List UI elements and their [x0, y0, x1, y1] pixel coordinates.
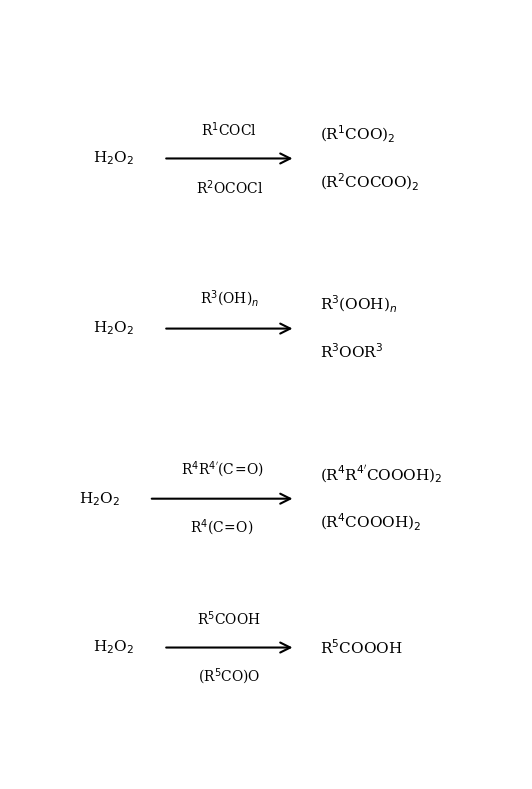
Text: (R$^4$R$^{4'}$COOOH)$_2$: (R$^4$R$^{4'}$COOOH)$_2$	[320, 464, 443, 485]
Text: (R$^5$CO)O: (R$^5$CO)O	[198, 667, 261, 687]
Text: R$^3$(OOH)$_n$: R$^3$(OOH)$_n$	[320, 294, 397, 316]
Text: H$_2$O$_2$: H$_2$O$_2$	[94, 150, 135, 167]
Text: R$^2$OCOCl: R$^2$OCOCl	[196, 178, 263, 196]
Text: R$^5$COOH: R$^5$COOH	[197, 609, 261, 628]
Text: R$^1$COCl: R$^1$COCl	[202, 121, 257, 139]
Text: (R$^2$COCOO)$_2$: (R$^2$COCOO)$_2$	[320, 172, 420, 193]
Text: R$^4$(C$\!=\!$O): R$^4$(C$\!=\!$O)	[190, 518, 254, 538]
Text: H$_2$O$_2$: H$_2$O$_2$	[94, 320, 135, 338]
Text: H$_2$O$_2$: H$_2$O$_2$	[79, 490, 120, 507]
Text: H$_2$O$_2$: H$_2$O$_2$	[94, 638, 135, 656]
Text: R$^3$(OH)$_n$: R$^3$(OH)$_n$	[200, 289, 259, 309]
Text: R$^5$COOOH: R$^5$COOOH	[320, 638, 403, 657]
Text: R$^3$OOR$^3$: R$^3$OOR$^3$	[320, 342, 384, 361]
Text: R$^4$R$^{4'}$(C$\!=\!$O): R$^4$R$^{4'}$(C$\!=\!$O)	[181, 460, 263, 479]
Text: (R$^4$COOOH)$_2$: (R$^4$COOOH)$_2$	[320, 512, 421, 533]
Text: (R$^1$COO)$_2$: (R$^1$COO)$_2$	[320, 124, 395, 145]
